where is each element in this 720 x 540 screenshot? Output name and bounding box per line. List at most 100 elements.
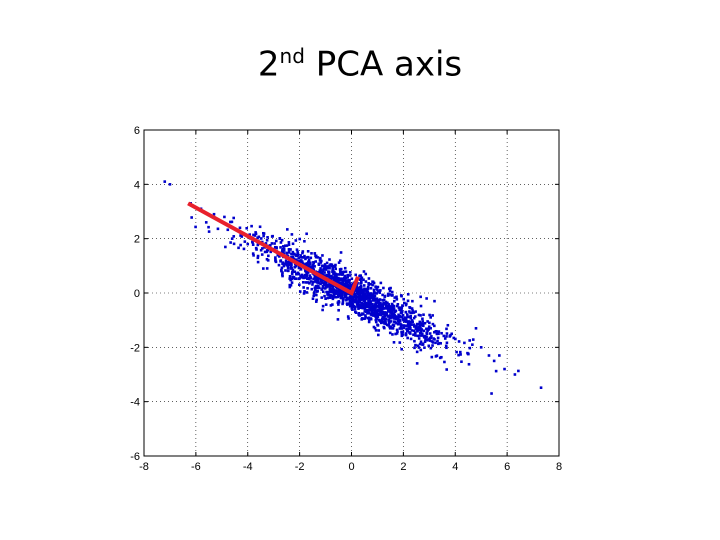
data-point — [345, 281, 349, 285]
data-point — [230, 237, 234, 240]
data-point — [417, 313, 421, 317]
data-point — [379, 281, 383, 285]
data-point — [293, 265, 297, 269]
data-point — [419, 329, 423, 333]
data-point — [370, 313, 374, 317]
data-point — [355, 295, 359, 299]
data-point — [295, 272, 298, 276]
data-point — [316, 289, 319, 293]
data-point — [322, 283, 326, 286]
data-point — [400, 332, 404, 336]
data-point — [334, 295, 338, 299]
data-point — [363, 289, 367, 292]
data-point — [367, 282, 370, 285]
data-point — [305, 232, 308, 236]
data-point — [364, 272, 368, 276]
data-point — [386, 301, 389, 305]
data-point — [387, 321, 391, 325]
data-point — [391, 306, 394, 310]
data-point — [387, 287, 391, 291]
data-point — [410, 319, 414, 322]
data-point — [379, 289, 382, 292]
data-point — [399, 294, 403, 297]
data-point — [323, 271, 326, 274]
data-point — [421, 332, 424, 336]
data-point — [316, 256, 320, 259]
data-point — [373, 307, 377, 311]
data-point — [459, 350, 462, 354]
data-point — [312, 262, 316, 265]
data-point — [413, 315, 417, 318]
data-point — [331, 266, 335, 270]
data-point — [250, 224, 253, 228]
data-point — [207, 225, 210, 229]
data-point — [355, 286, 359, 289]
data-point — [346, 273, 350, 277]
data-point — [369, 292, 372, 295]
data-point — [406, 292, 410, 296]
data-point — [392, 299, 396, 303]
data-point — [360, 317, 364, 320]
data-point — [334, 272, 338, 276]
data-point — [291, 275, 295, 279]
data-point — [367, 318, 371, 322]
data-point — [274, 260, 278, 264]
y-tick-label: 0 — [134, 288, 140, 300]
data-point — [410, 323, 413, 326]
data-point — [319, 261, 323, 264]
data-point — [381, 298, 385, 302]
data-point — [229, 220, 232, 224]
data-point — [396, 330, 399, 333]
data-point — [364, 280, 368, 283]
data-point — [317, 285, 320, 288]
data-point — [327, 273, 331, 277]
data-point — [315, 284, 319, 288]
data-point — [360, 301, 364, 305]
data-point — [251, 243, 255, 246]
data-point — [254, 232, 258, 236]
data-point — [341, 283, 344, 287]
data-point — [376, 308, 380, 312]
data-point — [431, 314, 434, 317]
data-point — [372, 288, 376, 292]
data-point — [370, 296, 374, 299]
data-point — [319, 282, 322, 286]
data-point — [410, 329, 414, 332]
data-point — [382, 302, 385, 306]
data-point — [380, 319, 384, 323]
data-point — [344, 291, 347, 295]
data-point — [460, 360, 463, 363]
data-point — [320, 296, 324, 299]
data-point — [340, 272, 343, 276]
data-point — [354, 299, 358, 303]
data-point — [346, 275, 350, 279]
data-point — [415, 350, 419, 354]
data-point — [278, 237, 282, 240]
data-point — [435, 354, 439, 357]
data-point — [413, 346, 416, 350]
data-point — [300, 276, 304, 279]
data-point — [317, 262, 321, 266]
data-point — [321, 290, 325, 293]
data-point — [290, 263, 293, 267]
data-point — [479, 346, 483, 349]
data-point — [399, 308, 402, 312]
data-point — [417, 346, 421, 349]
data-point — [355, 289, 358, 292]
data-point — [298, 237, 302, 241]
data-point — [378, 309, 381, 313]
data-point — [397, 313, 400, 317]
data-point — [371, 280, 374, 283]
data-point — [282, 264, 286, 268]
data-point — [296, 271, 300, 275]
data-point — [398, 341, 402, 344]
data-point — [455, 350, 458, 354]
data-point — [339, 271, 343, 274]
data-point — [418, 320, 422, 324]
data-point — [392, 315, 396, 319]
data-point — [273, 242, 276, 245]
data-point — [331, 268, 334, 271]
data-point — [357, 300, 360, 304]
data-point — [346, 303, 349, 306]
